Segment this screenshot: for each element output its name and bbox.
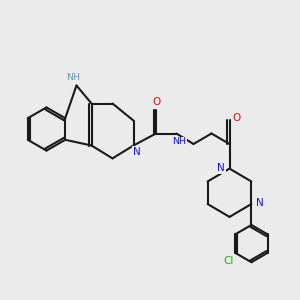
Text: N: N xyxy=(256,198,264,208)
Text: N: N xyxy=(133,147,140,157)
Text: Cl: Cl xyxy=(224,256,234,266)
Text: NH: NH xyxy=(172,137,186,146)
Text: O: O xyxy=(152,97,161,107)
Text: O: O xyxy=(232,112,240,123)
Text: NH: NH xyxy=(67,73,80,82)
Text: N: N xyxy=(217,163,225,173)
